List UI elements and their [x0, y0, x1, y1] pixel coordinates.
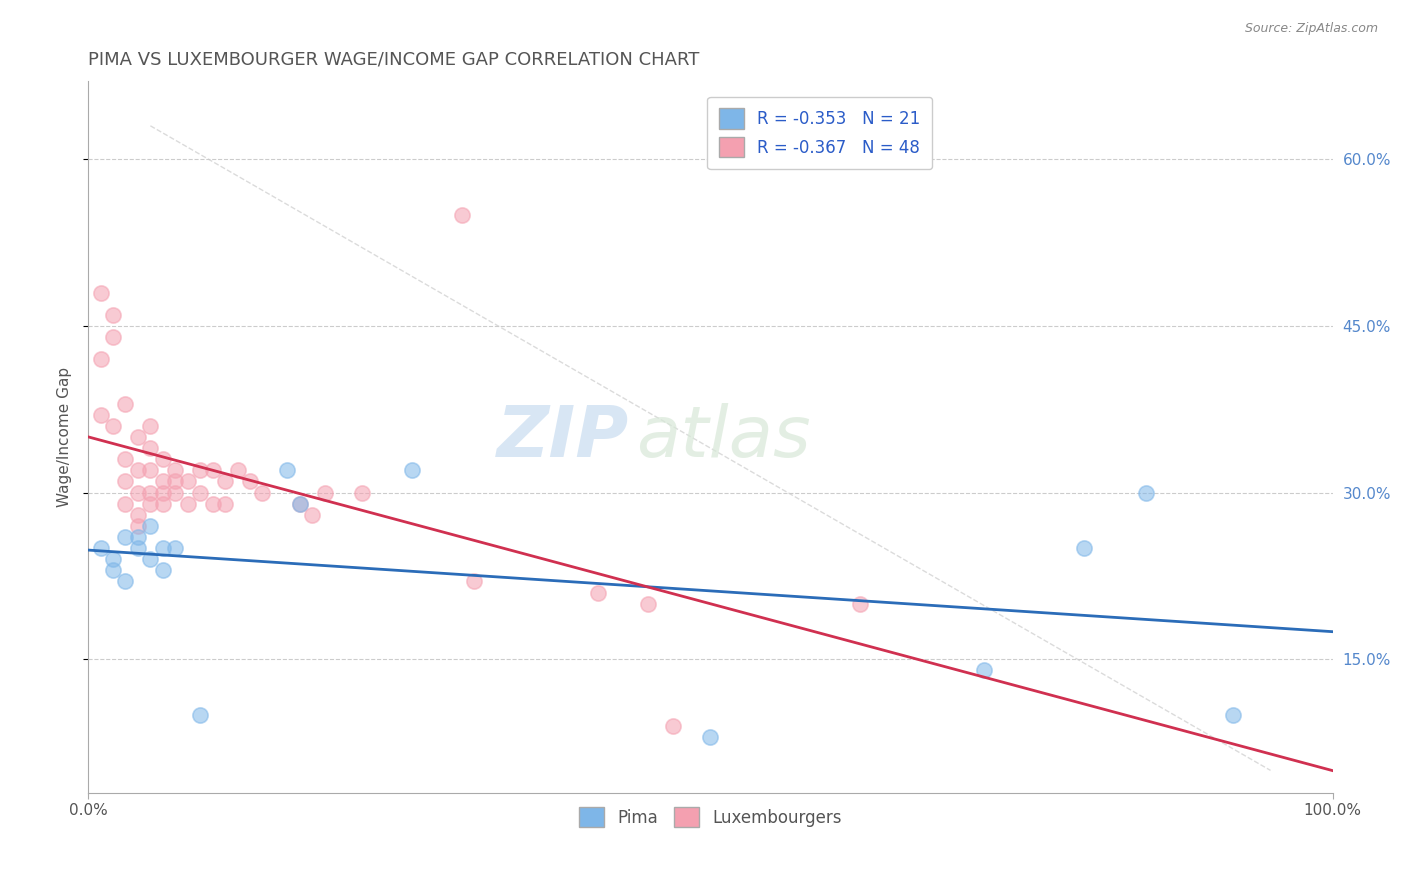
Point: [849, 597, 872, 611]
Point: [152, 563, 174, 577]
Point: [139, 519, 162, 533]
Point: [699, 730, 721, 744]
Point: [127, 430, 149, 444]
Point: [127, 519, 149, 533]
Point: [1222, 707, 1244, 722]
Point: [201, 497, 224, 511]
Point: [314, 485, 336, 500]
Y-axis label: Wage/Income Gap: Wage/Income Gap: [58, 367, 72, 507]
Point: [165, 541, 187, 556]
Point: [177, 475, 200, 489]
Point: [226, 463, 249, 477]
Text: PIMA VS LUXEMBOURGER WAGE/INCOME GAP CORRELATION CHART: PIMA VS LUXEMBOURGER WAGE/INCOME GAP COR…: [89, 51, 700, 69]
Legend: Pima, Luxembourgers: Pima, Luxembourgers: [572, 800, 849, 834]
Point: [152, 485, 174, 500]
Point: [350, 485, 373, 500]
Point: [114, 475, 136, 489]
Point: [401, 463, 423, 477]
Point: [127, 463, 149, 477]
Point: [139, 463, 162, 477]
Point: [463, 574, 485, 589]
Point: [90, 541, 112, 556]
Point: [101, 563, 124, 577]
Point: [637, 597, 659, 611]
Point: [177, 497, 200, 511]
Point: [165, 463, 187, 477]
Point: [152, 475, 174, 489]
Point: [214, 497, 236, 511]
Point: [114, 497, 136, 511]
Point: [90, 352, 112, 367]
Point: [114, 397, 136, 411]
Point: [973, 664, 995, 678]
Point: [152, 452, 174, 467]
Point: [301, 508, 323, 522]
Point: [188, 485, 211, 500]
Point: [127, 541, 149, 556]
Point: [152, 541, 174, 556]
Point: [276, 463, 298, 477]
Point: [127, 485, 149, 500]
Point: [1135, 485, 1157, 500]
Point: [288, 497, 311, 511]
Point: [139, 485, 162, 500]
Point: [252, 485, 274, 500]
Point: [152, 497, 174, 511]
Point: [101, 308, 124, 322]
Point: [90, 408, 112, 422]
Point: [450, 208, 472, 222]
Point: [90, 285, 112, 300]
Point: [139, 441, 162, 455]
Point: [662, 719, 685, 733]
Text: atlas: atlas: [636, 402, 810, 472]
Point: [588, 585, 610, 599]
Point: [127, 508, 149, 522]
Point: [114, 452, 136, 467]
Point: [201, 463, 224, 477]
Point: [139, 418, 162, 433]
Point: [101, 330, 124, 344]
Point: [139, 497, 162, 511]
Point: [139, 552, 162, 566]
Text: ZIP: ZIP: [498, 402, 630, 472]
Point: [1073, 541, 1095, 556]
Point: [165, 475, 187, 489]
Point: [114, 574, 136, 589]
Point: [127, 530, 149, 544]
Point: [101, 418, 124, 433]
Point: [188, 463, 211, 477]
Point: [239, 475, 262, 489]
Point: [214, 475, 236, 489]
Text: Source: ZipAtlas.com: Source: ZipAtlas.com: [1244, 22, 1378, 36]
Point: [188, 707, 211, 722]
Point: [165, 485, 187, 500]
Point: [114, 530, 136, 544]
Point: [288, 497, 311, 511]
Point: [101, 552, 124, 566]
